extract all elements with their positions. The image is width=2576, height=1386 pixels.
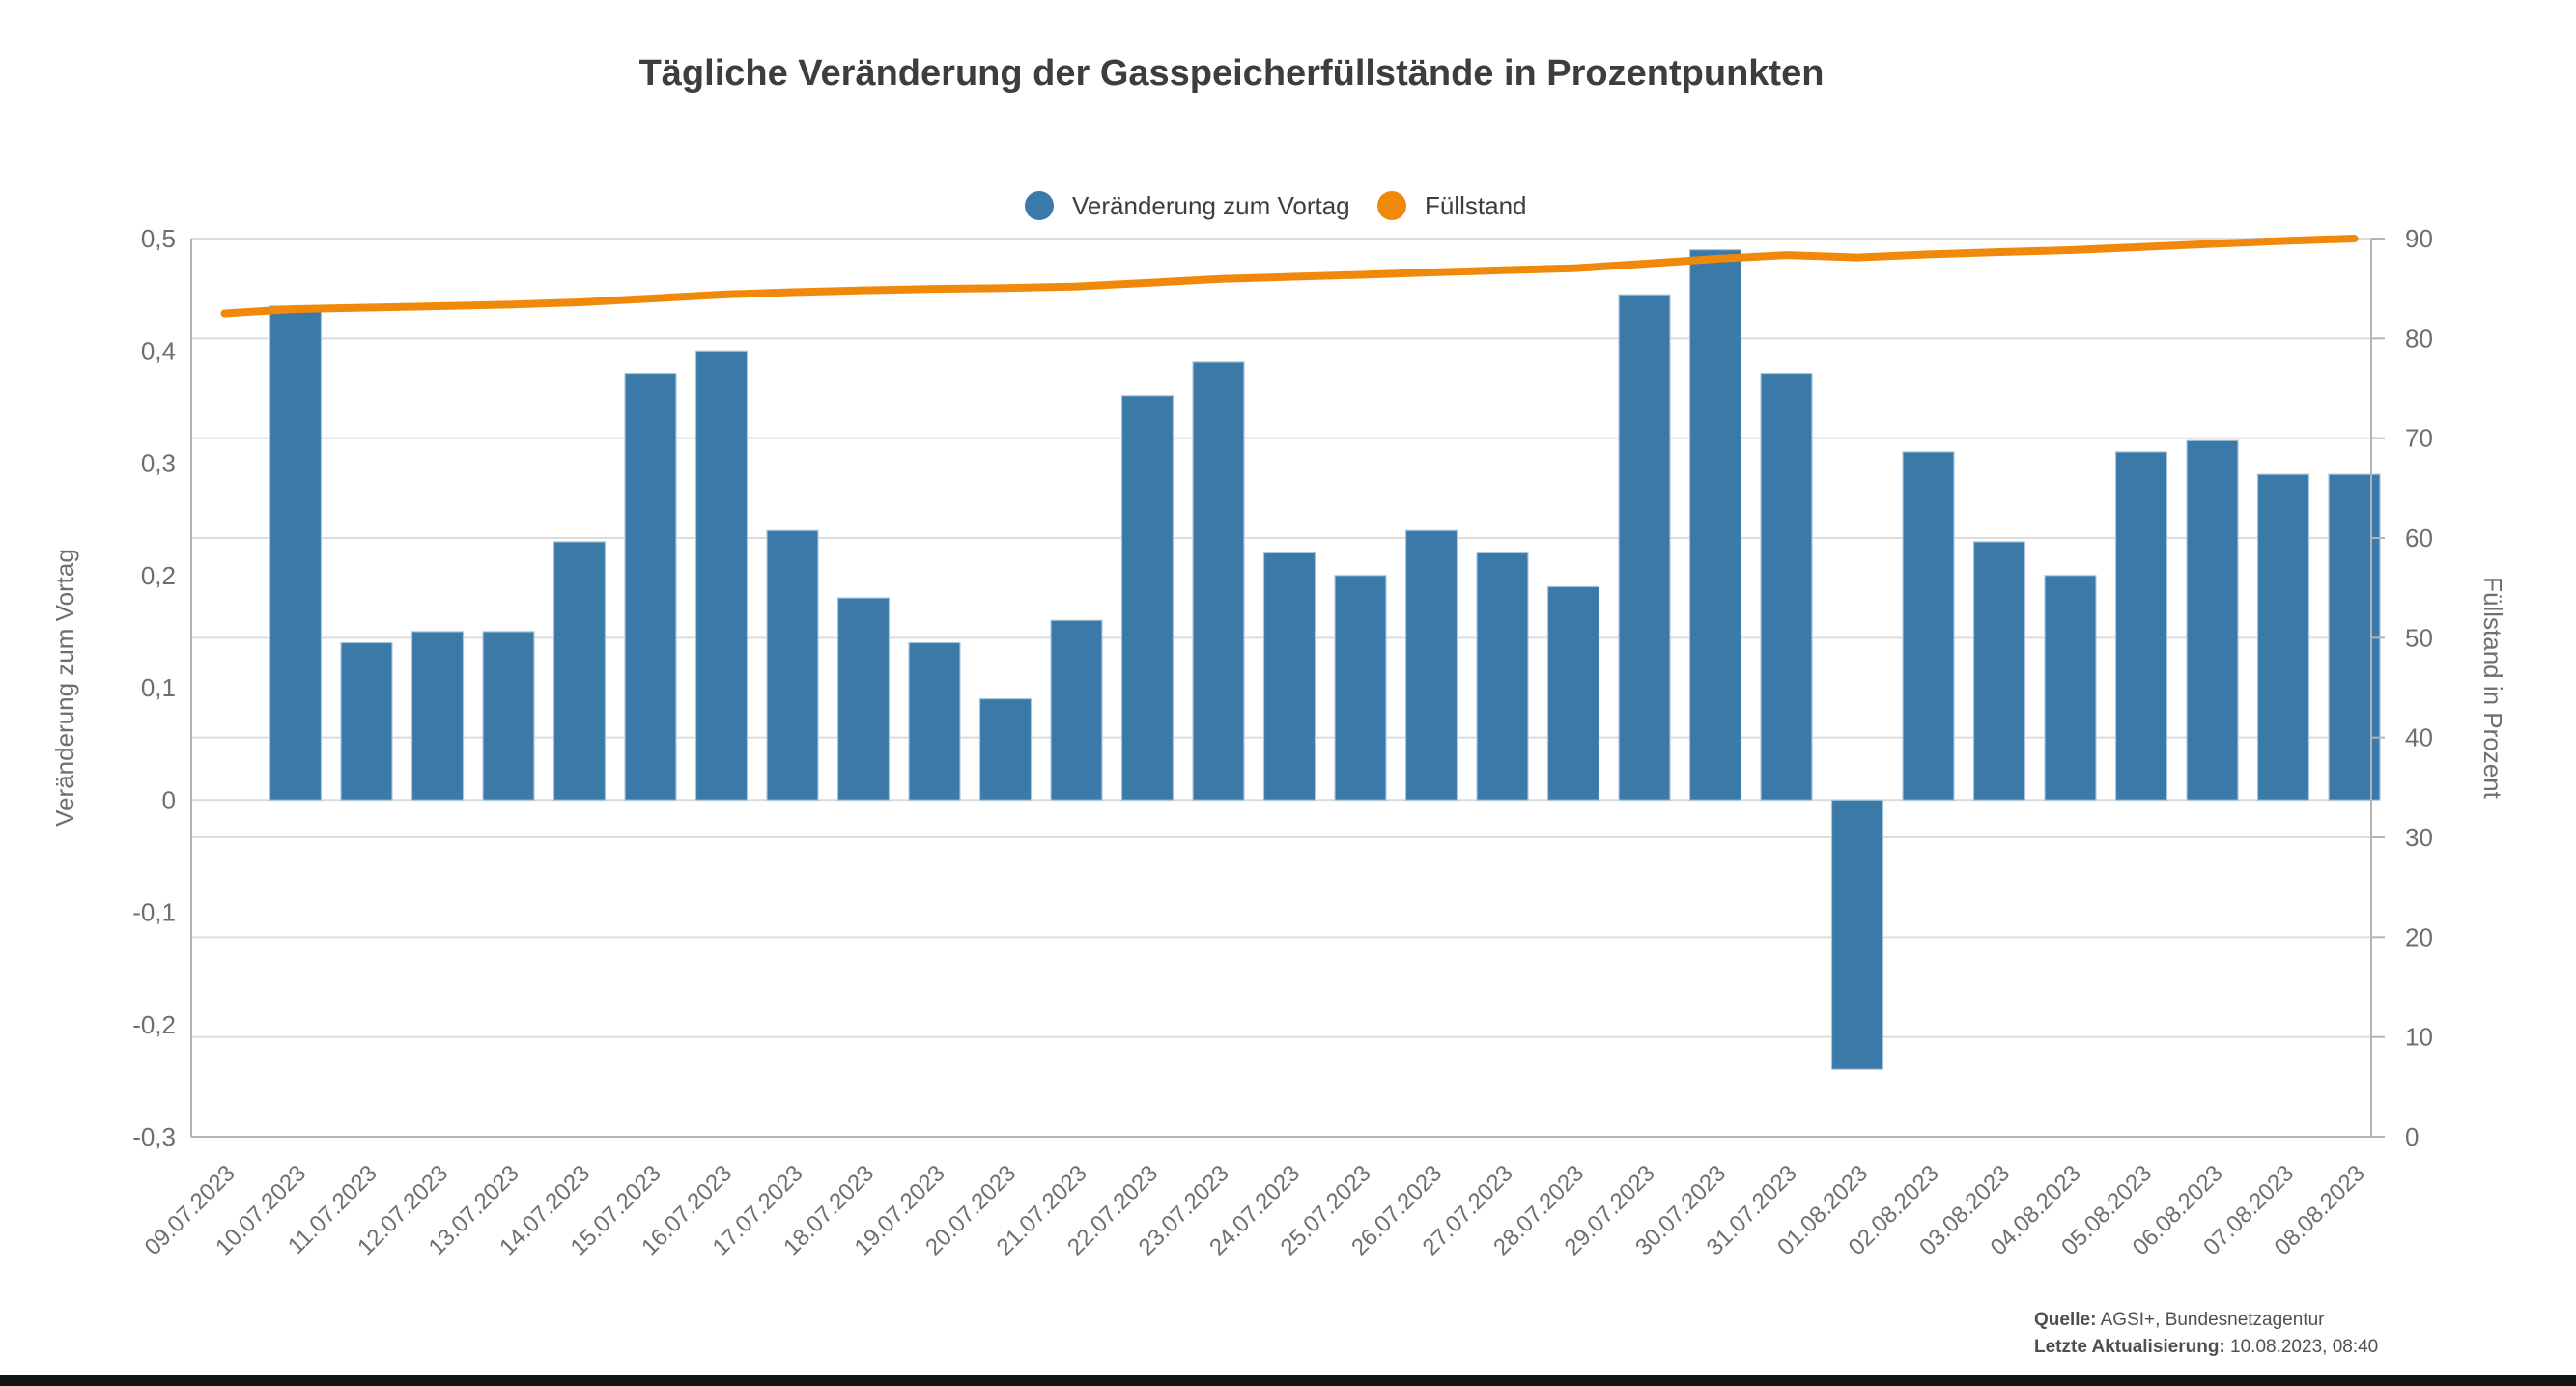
- bar-16.07.2023: [694, 350, 749, 801]
- left-tick-label: 0,1: [141, 673, 176, 702]
- bar-25.07.2023: [1334, 575, 1387, 801]
- bar-23.07.2023: [1192, 361, 1245, 801]
- legend-label-fuellstand: Füllstand: [1425, 191, 1527, 220]
- left-tick-label: 0: [162, 785, 176, 814]
- source-label: Quelle:: [2034, 1310, 2096, 1330]
- bar-12.07.2023: [410, 631, 465, 801]
- source-text: AGSI+, Bundesnetzagentur: [2096, 1310, 2325, 1330]
- bar-series-veraenderung: [269, 249, 2381, 1070]
- bar-20.07.2023: [978, 698, 1033, 801]
- source-note: Quelle: AGSI+, Bundesnetzagentur Letzte …: [2034, 1310, 2378, 1357]
- bar-10.07.2023: [269, 305, 323, 801]
- bar-18.07.2023: [836, 597, 891, 801]
- left-tick-label: -0,1: [132, 898, 176, 927]
- legend-label-veraenderung: Veränderung zum Vortag: [1072, 191, 1350, 220]
- bar-02.08.2023: [1902, 451, 1955, 801]
- bar-03.08.2023: [1972, 541, 2026, 801]
- right-axis-title: Füllstand in Prozent: [2478, 577, 2507, 800]
- bar-11.07.2023: [340, 641, 393, 801]
- right-tick-label: 10: [2405, 1023, 2433, 1052]
- right-axis-tick-labels: 90 80 70 60 50 40 30 20 10 0: [2405, 224, 2433, 1151]
- left-axis-tick-labels: 0,5 0,4 0,3 0,2 0,1 0 -0,1 -0,2 -0,3: [132, 224, 176, 1151]
- bar-05.08.2023: [2114, 451, 2168, 801]
- bar-06.08.2023: [2186, 439, 2239, 801]
- chart-title: Tägliche Veränderung der Gasspeicherfüll…: [639, 53, 1825, 94]
- right-tick-label: 90: [2405, 224, 2433, 253]
- right-tick-label: 80: [2405, 324, 2433, 353]
- left-tick-label: -0,3: [132, 1122, 176, 1151]
- legend-item-veraenderung[interactable]: Veränderung zum Vortag: [1025, 191, 1350, 220]
- bar-24.07.2023: [1262, 552, 1316, 801]
- right-tick-label: 20: [2405, 922, 2433, 951]
- left-tick-label: -0,2: [132, 1010, 176, 1039]
- last-update-text: 10.08.2023, 08:40: [2225, 1337, 2378, 1357]
- bar-27.07.2023: [1476, 552, 1529, 801]
- bar-22.07.2023: [1120, 395, 1175, 801]
- bar-19.07.2023: [908, 641, 961, 801]
- bar-26.07.2023: [1404, 529, 1458, 801]
- bar-30.07.2023: [1688, 249, 1742, 801]
- legend-item-fuellstand[interactable]: Füllstand: [1377, 191, 1527, 220]
- bar-29.07.2023: [1618, 294, 1671, 801]
- right-tick-label: 0: [2405, 1122, 2419, 1151]
- last-update-label: Letzte Aktualisierung:: [2034, 1337, 2225, 1357]
- bar-07.08.2023: [2256, 473, 2310, 801]
- bar-17.07.2023: [766, 529, 819, 801]
- left-tick-label: 0,2: [141, 561, 176, 590]
- bar-01.08.2023: [1830, 799, 1884, 1070]
- bar-15.07.2023: [624, 372, 677, 801]
- left-tick-label: 0,3: [141, 449, 176, 478]
- right-tick-label: 70: [2405, 424, 2433, 453]
- bottom-black-bar: [0, 1375, 2576, 1386]
- x-axis-date-labels: 09.07.202310.07.202311.07.202312.07.2023…: [140, 1160, 2370, 1260]
- right-tick-label: 40: [2405, 723, 2433, 752]
- legend: Veränderung zum Vortag Füllstand: [1025, 191, 1527, 220]
- svg-text:Letzte Aktualisierung: 10.08.2: Letzte Aktualisierung: 10.08.2023, 08:40: [2034, 1337, 2378, 1357]
- fuellstand-line: [220, 235, 2359, 318]
- axes: [190, 238, 2385, 1138]
- svg-text:Quelle: AGSI+, Bundesnetzagent: Quelle: AGSI+, Bundesnetzagentur: [2034, 1310, 2325, 1330]
- bar-14.07.2023: [552, 541, 607, 801]
- right-tick-label: 50: [2405, 623, 2433, 652]
- bar-13.07.2023: [482, 631, 535, 801]
- left-tick-label: 0,5: [141, 224, 176, 253]
- bar-28.07.2023: [1546, 585, 1600, 801]
- line-series-fuellstand: [220, 235, 2359, 318]
- bar-04.08.2023: [2044, 575, 2097, 801]
- bar-31.07.2023: [1760, 372, 1813, 801]
- right-tick-label: 30: [2405, 823, 2433, 852]
- legend-dot-fuellstand-icon: [1377, 191, 1406, 220]
- legend-dot-veraenderung-icon: [1025, 191, 1054, 220]
- right-tick-label: 60: [2405, 523, 2433, 552]
- left-tick-label: 0,4: [141, 336, 176, 365]
- bar-21.07.2023: [1050, 619, 1103, 801]
- left-axis-title: Veränderung zum Vortag: [50, 549, 79, 827]
